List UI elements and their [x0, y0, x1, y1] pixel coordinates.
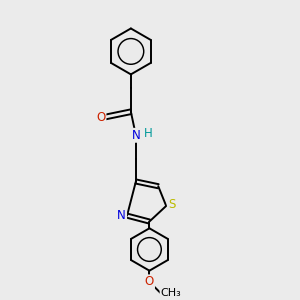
Text: O: O: [96, 111, 106, 124]
Text: CH₃: CH₃: [160, 288, 181, 298]
Text: S: S: [168, 198, 175, 211]
Text: H: H: [144, 127, 153, 140]
Text: N: N: [131, 129, 140, 142]
Text: O: O: [145, 275, 154, 288]
Text: N: N: [117, 209, 126, 222]
